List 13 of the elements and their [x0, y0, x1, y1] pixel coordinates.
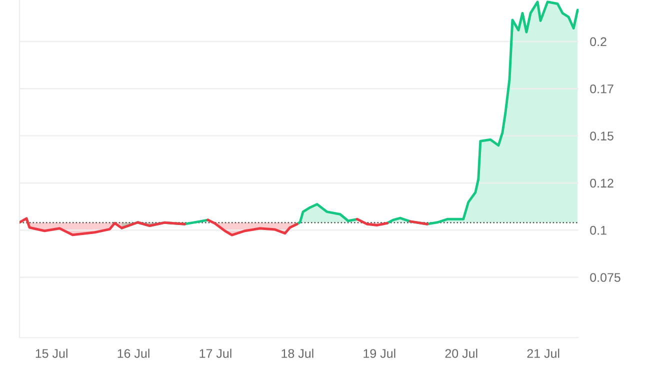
x-tick-label: 18 Jul	[282, 348, 314, 358]
y-tick-label: 0.2	[590, 37, 606, 46]
x-tick-label: 20 Jul	[445, 348, 478, 358]
x-tick-label: 21 Jul	[527, 348, 560, 358]
x-tick-label: 19 Jul	[364, 348, 396, 358]
x-tick-label: 16 Jul	[118, 348, 150, 358]
y-tick-label: 0.1	[590, 226, 606, 235]
y-tick-label: 0.075	[590, 273, 620, 282]
y-tick-label: 0.12	[590, 178, 614, 188]
y-tick-label: 0.17	[590, 84, 614, 94]
y-tick-label: 0.15	[590, 132, 614, 140]
x-tick-label: 17 Jul	[200, 348, 232, 358]
x-tick-label: 15 Jul	[36, 348, 68, 358]
